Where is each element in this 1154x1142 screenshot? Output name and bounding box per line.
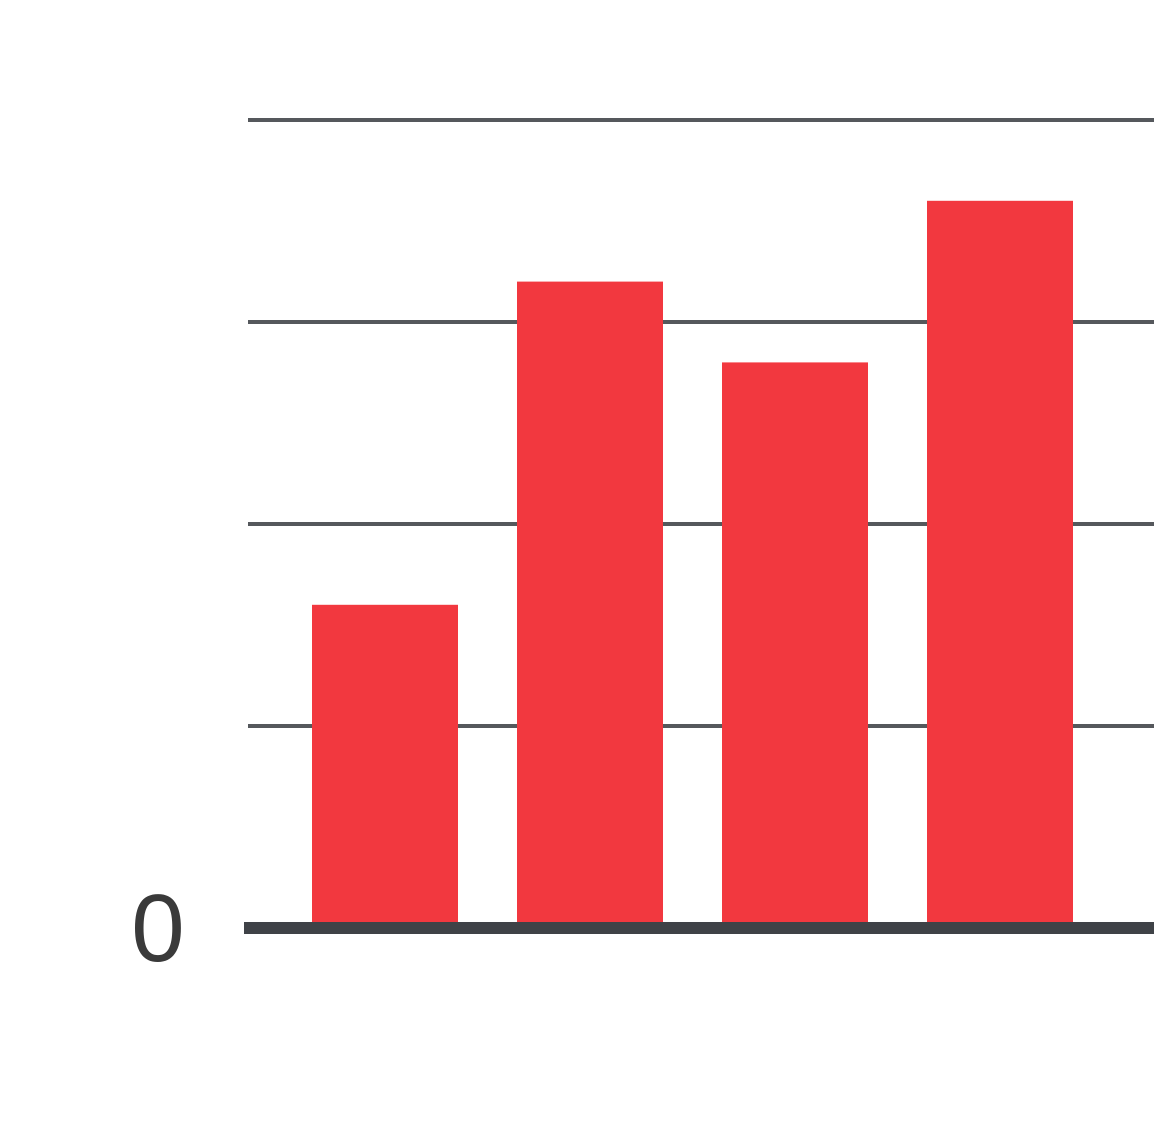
bars	[312, 200, 1073, 929]
bar-2	[517, 281, 663, 929]
bar-3	[722, 362, 868, 928]
y-tick-label-0: 0	[131, 875, 184, 982]
bar-1	[312, 604, 458, 928]
bar-4	[927, 200, 1073, 929]
